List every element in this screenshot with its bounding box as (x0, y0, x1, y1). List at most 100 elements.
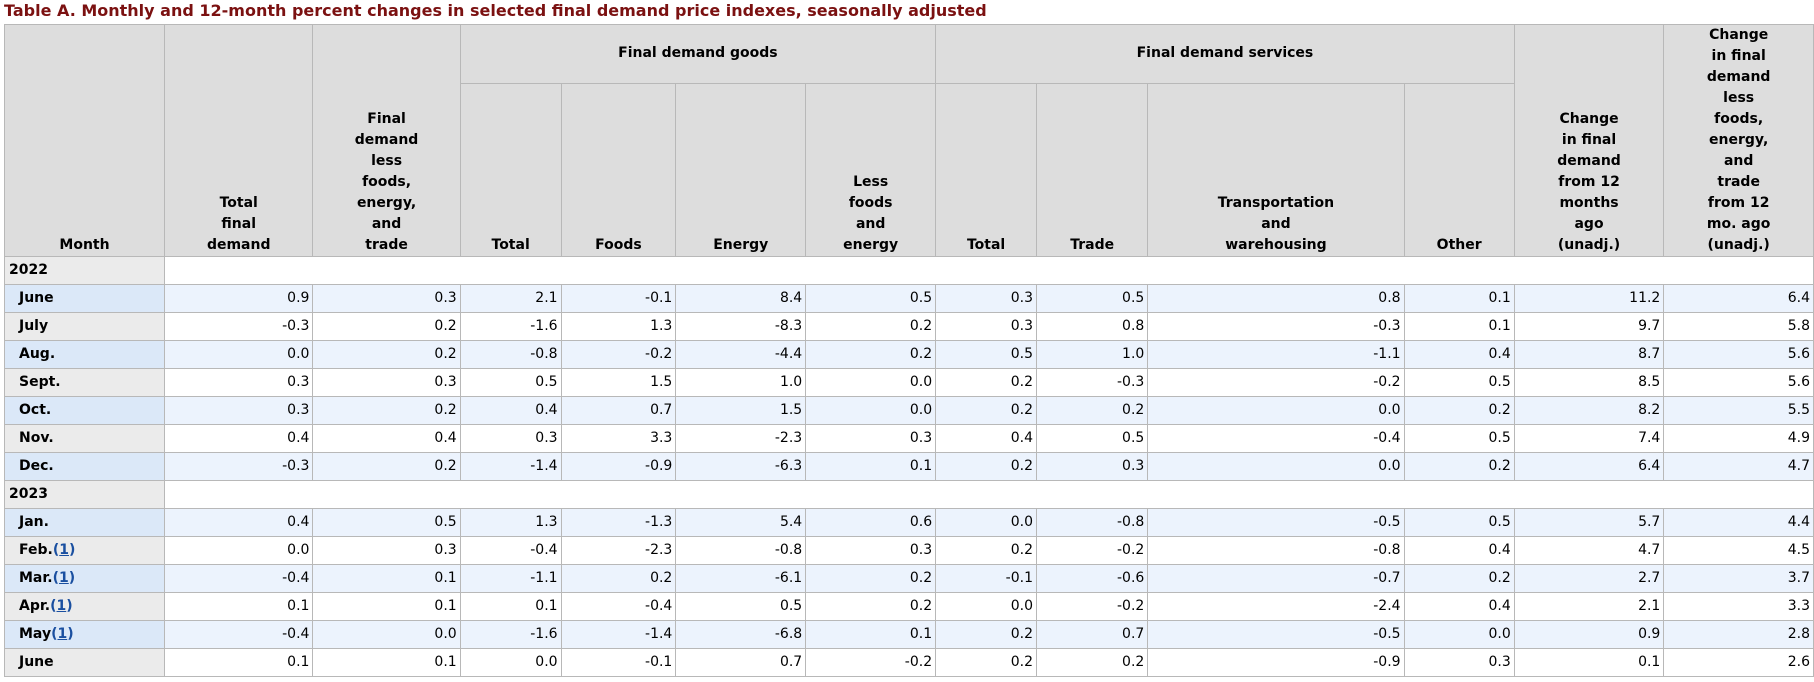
cell-goods-foods: -0.2 (560, 340, 677, 369)
footnote-link[interactable]: 1 (59, 570, 69, 586)
cell-goods-less-foods-energy: 0.1 (805, 452, 937, 481)
cell-goods-total: -1.6 (459, 312, 562, 341)
table-body: 2022 June 0.9 0.3 2.1 -0.1 8.4 0.5 0.3 0.5 0.8 0.1 1… (3, 256, 1814, 677)
cell-goods-total: 2.1 (459, 284, 562, 313)
footnote-ref: (1) (51, 626, 74, 642)
cell-total-final-demand: -0.4 (164, 620, 314, 649)
cell-services-trade: -0.6 (1035, 564, 1149, 593)
footnote-link[interactable]: 1 (56, 598, 67, 614)
cell-services-total: 0.4 (935, 424, 1037, 453)
cell-services-transport: -0.2 (1147, 368, 1405, 397)
cell-final-demand-less: 0.3 (312, 536, 461, 565)
cell-final-demand-less: 0.2 (312, 340, 461, 369)
cell-services-other: 0.4 (1403, 592, 1515, 621)
cell-services-total: 0.3 (935, 312, 1037, 341)
cell-change-12-months-less: 6.4 (1663, 284, 1814, 313)
cell-goods-total: -1.6 (459, 620, 562, 649)
cell-goods-energy: -6.3 (675, 452, 807, 481)
cell-final-demand-less: 0.1 (312, 564, 461, 593)
footnote-link[interactable]: 1 (57, 626, 68, 642)
cell-change-12-months: 7.4 (1513, 424, 1665, 453)
cell-goods-energy: 1.5 (675, 396, 807, 425)
cell-total-final-demand: 0.0 (164, 340, 314, 369)
table-row: Feb.(1) 0.0 0.3 -0.4 -2.3 -0.8 0.3 0.2 -0.2 -0.8 0… (3, 536, 1814, 565)
table-row: June 0.1 0.1 0.0 -0.1 0.7 -0.2 0.2 0.2 -0.9 0.3 0.1… (3, 648, 1814, 677)
cell-change-12-months-less: 3.3 (1663, 592, 1814, 621)
cell-services-total: 0.0 (935, 508, 1037, 537)
header-group-goods: Final demand goods (459, 24, 937, 84)
cell-goods-foods: -0.9 (560, 452, 677, 481)
table-caption: Table A. Monthly and 12-month percent ch… (4, 1, 987, 20)
cell-goods-less-foods-energy: 0.0 (805, 396, 937, 425)
month-cell: Feb.(1) (3, 536, 166, 565)
cell-change-12-months: 11.2 (1513, 284, 1665, 313)
cell-change-12-months: 2.1 (1513, 592, 1665, 621)
cell-services-other: 0.0 (1403, 620, 1515, 649)
cell-total-final-demand: 0.4 (164, 424, 314, 453)
cell-goods-less-foods-energy: 0.3 (805, 536, 937, 565)
cell-services-other: 0.1 (1403, 312, 1515, 341)
cell-goods-total: 1.3 (459, 508, 562, 537)
cell-goods-less-foods-energy: 0.2 (805, 312, 937, 341)
header-total-final-demand: Total final demand (164, 24, 314, 257)
month-label: Oct. (19, 402, 52, 418)
cell-change-12-months: 5.7 (1513, 508, 1665, 537)
cell-services-transport: -0.7 (1147, 564, 1405, 593)
cell-goods-total: 0.5 (459, 368, 562, 397)
month-cell: July (3, 312, 166, 341)
cell-goods-total: 0.4 (459, 396, 562, 425)
year-label: 2022 (3, 256, 166, 285)
cell-services-total: -0.1 (935, 564, 1037, 593)
cell-services-other: 0.4 (1403, 536, 1515, 565)
cell-services-trade: 0.7 (1035, 620, 1149, 649)
cell-services-other: 0.2 (1403, 564, 1515, 593)
year-row-spacer (164, 256, 1814, 285)
cell-final-demand-less: 0.3 (312, 284, 461, 313)
cell-change-12-months-less: 4.7 (1663, 452, 1814, 481)
cell-final-demand-less: 0.0 (312, 620, 461, 649)
month-cell: Jan. (3, 508, 166, 537)
year-label: 2023 (3, 480, 166, 509)
cell-services-other: 0.2 (1403, 396, 1515, 425)
cell-services-transport: 0.0 (1147, 452, 1405, 481)
cell-total-final-demand: 0.0 (164, 536, 314, 565)
table-row: July -0.3 0.2 -1.6 1.3 -8.3 0.2 0.3 0.8 -0.3 0.1 9.… (3, 312, 1814, 341)
cell-goods-less-foods-energy: 0.2 (805, 592, 937, 621)
cell-goods-less-foods-energy: 0.0 (805, 368, 937, 397)
table-row: Jan. 0.4 0.5 1.3 -1.3 5.4 0.6 0.0 -0.8 -0.5 0.5 5.7… (3, 508, 1814, 537)
cell-services-total: 0.2 (935, 536, 1037, 565)
cell-goods-total: 0.1 (459, 592, 562, 621)
cell-services-transport: -1.1 (1147, 340, 1405, 369)
table-row: Nov. 0.4 0.4 0.3 3.3 -2.3 0.3 0.4 0.5 -0.4 0.5 7.4 4… (3, 424, 1814, 453)
cell-total-final-demand: 0.4 (164, 508, 314, 537)
cell-services-transport: -2.4 (1147, 592, 1405, 621)
cell-goods-energy: 1.0 (675, 368, 807, 397)
cell-goods-foods: 3.3 (560, 424, 677, 453)
cell-goods-energy: 8.4 (675, 284, 807, 313)
month-cell: Nov. (3, 424, 166, 453)
cell-services-other: 0.5 (1403, 508, 1515, 537)
cell-services-total: 0.5 (935, 340, 1037, 369)
table-row: Apr.(1) 0.1 0.1 0.1 -0.4 0.5 0.2 0.0 -0.2 -2.4 0.4… (3, 592, 1814, 621)
cell-services-transport: -0.5 (1147, 508, 1405, 537)
cell-change-12-months-less: 5.6 (1663, 368, 1814, 397)
month-label: Aug. (19, 346, 56, 362)
cell-goods-foods: 1.3 (560, 312, 677, 341)
month-label: Apr. (19, 598, 51, 614)
cell-services-other: 0.3 (1403, 648, 1515, 677)
month-label: July (19, 318, 49, 334)
cell-goods-less-foods-energy: -0.2 (805, 648, 937, 677)
month-label: Nov. (19, 430, 54, 446)
month-label: Jan. (19, 514, 49, 530)
month-label: May (19, 626, 52, 642)
cell-change-12-months: 2.7 (1513, 564, 1665, 593)
cell-total-final-demand: 0.1 (164, 648, 314, 677)
header-month: Month (3, 24, 166, 257)
cell-change-12-months-less: 4.4 (1663, 508, 1814, 537)
footnote-link[interactable]: 1 (59, 542, 69, 558)
cell-final-demand-less: 0.4 (312, 424, 461, 453)
cell-total-final-demand: 0.1 (164, 592, 314, 621)
cell-goods-total: -0.4 (459, 536, 562, 565)
cell-services-transport: -0.9 (1147, 648, 1405, 677)
cell-final-demand-less: 0.2 (312, 452, 461, 481)
